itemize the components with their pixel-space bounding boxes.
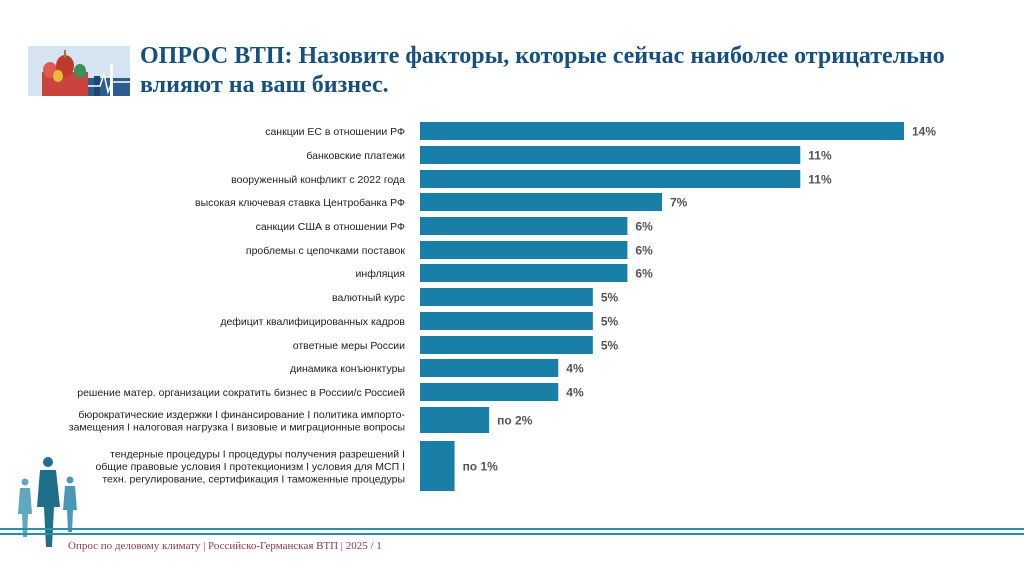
category-label: санкции ЕС в отношении РФ: [265, 126, 405, 138]
bar: [420, 122, 904, 140]
category-label: решение матер. организации сократить биз…: [77, 387, 405, 399]
category-label: высокая ключевая ставка Центробанка РФ: [195, 197, 405, 209]
data-label: 6%: [635, 267, 653, 281]
bar: [420, 193, 662, 211]
data-label: по 2%: [497, 414, 533, 428]
category-label: вооруженный конфликт с 2022 года: [231, 174, 405, 186]
bar: [420, 441, 455, 491]
business-people-icon: [18, 457, 77, 547]
bar: [420, 170, 801, 188]
page-title: ОПРОС ВТП: Назовите факторы, которые сей…: [140, 43, 945, 98]
data-label: 6%: [635, 244, 653, 258]
bar: [420, 241, 628, 259]
data-label: 5%: [601, 291, 619, 305]
bar: [420, 146, 801, 164]
category-label: бюрократические издержки I финансировани…: [69, 409, 406, 434]
data-label: 14%: [912, 125, 936, 139]
category-label: инфляция: [356, 268, 405, 280]
bar: [420, 264, 628, 282]
category-label: санкции США в отношении РФ: [256, 221, 405, 233]
footer-text: Опрос по деловому климату | Российско-Ге…: [68, 540, 382, 552]
bar: [420, 312, 593, 330]
data-label: 7%: [670, 196, 688, 210]
data-label: по 1%: [463, 460, 499, 474]
bar: [420, 217, 628, 235]
category-label: банковские платежи: [306, 150, 405, 162]
category-label: валютный курс: [332, 292, 405, 304]
data-label: 5%: [601, 339, 619, 353]
data-label: 11%: [808, 149, 832, 163]
kremlin-logo-icon: [28, 46, 130, 96]
category-label: проблемы с цепочками поставок: [246, 245, 405, 257]
data-label: 11%: [808, 173, 832, 187]
category-label: дефицит квалифицированных кадров: [220, 316, 405, 328]
data-label: 4%: [566, 362, 584, 376]
bar: [420, 336, 593, 354]
footer-divider: [0, 528, 1024, 540]
data-label: 4%: [566, 386, 584, 400]
bar: [420, 407, 490, 433]
category-label: динамика конъюнктуры: [290, 363, 405, 375]
data-label: 6%: [635, 220, 653, 234]
category-label: тендерные процедуры I процедуры получени…: [95, 449, 405, 486]
bar: [420, 359, 559, 377]
data-label: 5%: [601, 315, 619, 329]
category-label: ответные меры России: [293, 340, 405, 352]
bar: [420, 383, 559, 401]
bar: [420, 288, 593, 306]
